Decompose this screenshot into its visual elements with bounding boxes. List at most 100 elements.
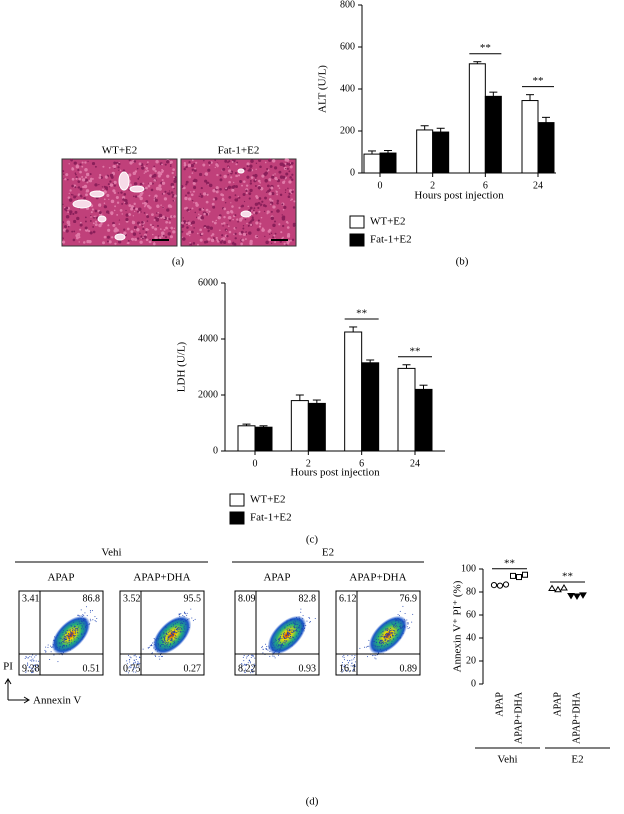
texture [249, 220, 253, 223]
point [502, 581, 510, 588]
texture [203, 212, 206, 216]
event [267, 649, 269, 651]
event [164, 640, 166, 642]
event [183, 612, 185, 614]
axis-label: PI [3, 661, 13, 673]
event [409, 627, 411, 629]
event [181, 619, 183, 621]
event [82, 619, 84, 621]
texture [287, 195, 291, 199]
texture [237, 197, 239, 200]
texture [143, 205, 146, 208]
texture [229, 210, 233, 213]
event [183, 616, 185, 618]
event [34, 668, 36, 670]
event [353, 670, 355, 672]
texture [152, 233, 154, 236]
event [282, 636, 284, 638]
group-label: Vehi [101, 547, 121, 559]
texture [92, 178, 94, 180]
event [74, 640, 76, 642]
texture [240, 217, 244, 220]
event [59, 637, 61, 639]
event [346, 669, 348, 671]
event [265, 647, 267, 649]
texture [189, 242, 191, 244]
event [404, 626, 406, 628]
texture [64, 208, 67, 211]
event [172, 640, 174, 642]
event [154, 643, 156, 645]
event [94, 616, 96, 618]
event [176, 632, 178, 634]
texture [227, 161, 229, 164]
event [161, 639, 163, 641]
texture [132, 232, 137, 236]
texture [185, 222, 188, 224]
event [155, 655, 157, 657]
event [379, 640, 381, 642]
texture [246, 222, 248, 225]
event [34, 665, 36, 667]
texture [115, 228, 119, 232]
y-tick-label: 100 [461, 563, 476, 574]
event [398, 615, 400, 617]
texture [233, 242, 237, 246]
texture [85, 193, 88, 197]
event [281, 646, 283, 648]
event [351, 655, 353, 657]
texture [166, 174, 170, 178]
texture [254, 185, 257, 187]
texture [161, 181, 166, 185]
event [134, 662, 136, 664]
texture [110, 199, 115, 204]
event [382, 642, 384, 644]
event [247, 662, 249, 664]
event [275, 640, 277, 642]
event [385, 633, 387, 635]
event [130, 666, 132, 668]
bar [468, 63, 486, 174]
event [163, 641, 165, 643]
texture [98, 211, 102, 215]
texture [281, 214, 283, 216]
texture [237, 220, 239, 223]
event [243, 664, 245, 666]
event [77, 627, 79, 629]
event [75, 628, 77, 630]
event [254, 657, 256, 659]
texture [107, 183, 110, 186]
texture [181, 221, 184, 225]
event [400, 625, 402, 627]
event [380, 641, 382, 643]
texture [258, 158, 262, 162]
event [293, 630, 295, 632]
event [188, 618, 190, 620]
event [298, 633, 300, 635]
event [155, 648, 157, 650]
texture [227, 217, 230, 219]
texture [248, 197, 251, 200]
texture [173, 215, 176, 218]
event [89, 609, 91, 611]
event [292, 629, 294, 631]
event [163, 632, 165, 634]
event [281, 637, 283, 639]
event [61, 642, 63, 644]
texture [88, 179, 91, 183]
event [383, 636, 385, 638]
event [290, 634, 292, 636]
point [496, 582, 504, 589]
event [64, 637, 66, 639]
event [376, 649, 378, 651]
texture [266, 210, 270, 214]
event [173, 642, 175, 644]
event [343, 654, 345, 656]
event [177, 638, 179, 640]
event [389, 637, 391, 639]
texture [119, 209, 123, 212]
texture [122, 169, 126, 173]
event [164, 639, 166, 641]
event [170, 630, 172, 632]
texture [202, 207, 205, 210]
